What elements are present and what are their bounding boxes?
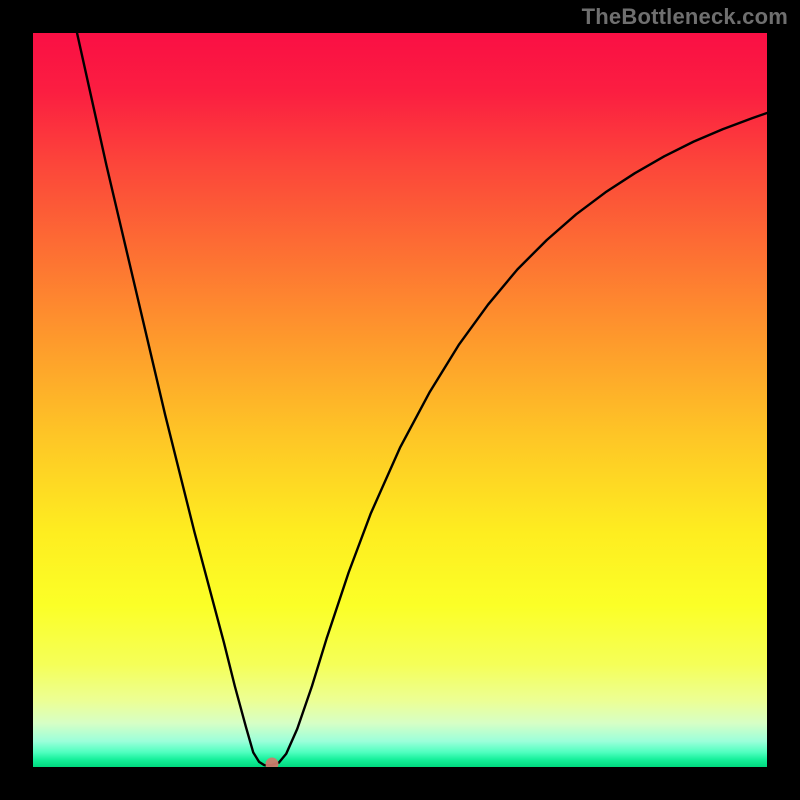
watermark-text: TheBottleneck.com bbox=[582, 4, 788, 30]
bottleneck-curve bbox=[33, 33, 767, 767]
plot-frame bbox=[30, 30, 770, 770]
minimum-marker bbox=[266, 758, 279, 767]
chart-container: TheBottleneck.com bbox=[0, 0, 800, 800]
plot-area bbox=[33, 33, 767, 767]
curve-path bbox=[77, 33, 767, 765]
